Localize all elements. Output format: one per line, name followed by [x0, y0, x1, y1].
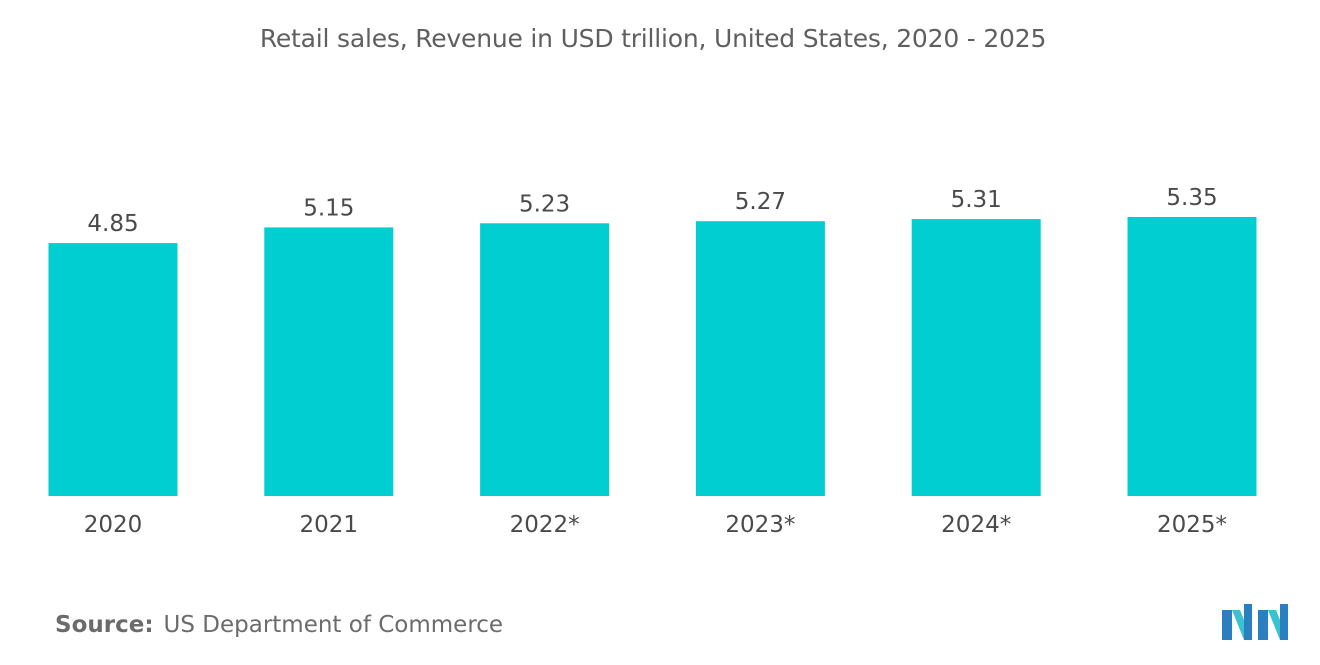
category-label-2021: 2021	[300, 512, 359, 538]
bar-2023*	[695, 221, 825, 496]
category-labels-group: 2020 2021 2022* 2023* 2024* 2025*	[84, 512, 1227, 538]
category-label-2020: 2020	[84, 512, 143, 538]
bar-2024*	[911, 219, 1041, 496]
category-label-2024*: 2024*	[941, 512, 1011, 538]
bars-group	[48, 217, 1257, 497]
bar-2021	[264, 227, 394, 496]
mordor-intelligence-logo-icon	[1222, 604, 1288, 640]
value-label-2020: 4.85	[87, 211, 138, 237]
value-label-2021: 5.15	[303, 195, 354, 221]
category-label-2022*: 2022*	[510, 512, 580, 538]
bar-2025*	[1127, 217, 1257, 496]
category-label-2023*: 2023*	[725, 512, 795, 538]
bar-2020	[48, 243, 178, 496]
bar-2022*	[480, 223, 610, 497]
chart-title: Retail sales, Revenue in USD trillion, U…	[259, 24, 1047, 53]
category-label-2025*: 2025*	[1157, 512, 1227, 538]
value-label-2023*: 5.27	[735, 189, 786, 215]
value-label-2022*: 5.23	[519, 191, 570, 217]
bar-chart: 4.855.15 5.23 5.27 5.31 5.35 2020 2021 2022* 20…	[48, 185, 1257, 538]
source-label: Source:	[55, 612, 154, 638]
source-text: US Department of Commerce	[163, 612, 504, 638]
value-label-2025*: 5.35	[1166, 185, 1217, 211]
source-note: Source: US Department of Commerce	[55, 612, 503, 638]
value-labels-group: 4.85 5.15 5.23 5.27 5.31 5.35	[87, 185, 1217, 237]
value-label-2024*: 5.31	[951, 187, 1002, 213]
